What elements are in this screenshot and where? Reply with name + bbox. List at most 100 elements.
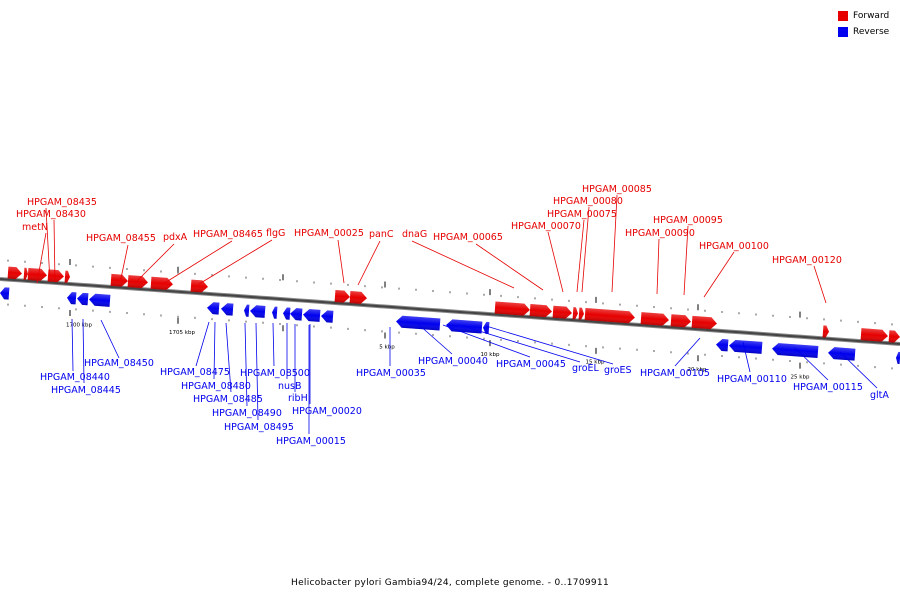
forward-gene-label: HPGAM_00095	[653, 215, 723, 226]
gene-shading	[584, 308, 635, 324]
gene-shading	[221, 303, 234, 316]
legend-forward-label: Forward	[853, 11, 890, 21]
gene-shading	[0, 287, 10, 300]
forward-leader-line	[53, 219, 56, 283]
reverse-gene-label: HPGAM_00105	[640, 368, 710, 379]
scale-label: 20 kbp	[688, 367, 707, 373]
gene-shading	[640, 312, 669, 326]
gene-shading	[23, 267, 28, 280]
gene-shading	[860, 328, 888, 342]
gene-shading	[670, 314, 691, 328]
forward-gene-label: HPGAM_08455	[86, 233, 156, 244]
forward-leader-line	[581, 206, 590, 293]
forward-gene-label: HPGAM_00070	[511, 221, 581, 232]
reverse-gene-label: HPGAM_00045	[496, 359, 566, 370]
forward-gene-label: metN	[22, 222, 48, 233]
forward-leader-line	[45, 207, 51, 283]
legend-reverse-label: Reverse	[853, 27, 890, 37]
forward-leader-line	[134, 243, 175, 284]
reverse-swatch	[838, 27, 848, 37]
reverse-gene-label: HPGAM_08480	[181, 381, 251, 392]
reverse-gene-label: HPGAM_08440	[40, 372, 110, 383]
gene-shading	[77, 292, 89, 306]
gene-shading	[772, 343, 819, 358]
gene-shading	[290, 308, 303, 321]
forward-leader-line	[703, 251, 735, 298]
reverse-leader-line	[839, 351, 878, 389]
gene-shading	[483, 321, 490, 335]
reverse-leader-line	[442, 324, 531, 358]
reverse-leader-line	[255, 322, 259, 421]
reverse-leader-line	[417, 323, 453, 355]
forward-gene-label: panC	[369, 229, 394, 240]
reverse-leader-line	[213, 321, 216, 380]
reverse-leader-line	[485, 325, 614, 365]
forward-gene-label: HPGAM_00080	[553, 196, 623, 207]
forward-leader-line	[475, 243, 544, 291]
gene-shading	[250, 305, 266, 318]
reverse-leader-line	[244, 322, 248, 407]
forward-leader-line	[357, 240, 381, 286]
forward-leader-line	[813, 265, 827, 304]
reverse-leader-line	[195, 321, 210, 367]
forward-leader-line	[611, 194, 618, 293]
scale-label: 10 kbp	[481, 352, 500, 358]
forward-gene-label: HPGAM_00120	[772, 255, 842, 266]
gene-shading	[303, 309, 321, 322]
gene-shading	[64, 270, 70, 283]
gene-shading	[888, 330, 900, 343]
reverse-gene-label: HPGAM_00115	[793, 382, 863, 393]
reverse-gene-label: HPGAM_00020	[292, 406, 362, 417]
gene-shading	[578, 307, 584, 320]
gene-shading	[110, 273, 128, 287]
gene-shading	[272, 306, 278, 319]
reverse-gene-label: HPGAM_08450	[84, 358, 154, 369]
reverse-gene-label: HPGAM_00040	[418, 356, 488, 367]
forward-leader-line	[162, 240, 233, 285]
gene-shading	[494, 301, 530, 316]
forward-gene-label: HPGAM_08430	[16, 209, 86, 220]
legend: Forward Reverse	[838, 9, 889, 41]
gene-shading	[127, 275, 148, 289]
gene-shading	[349, 291, 367, 304]
reverse-leader-line	[71, 318, 74, 372]
gene-shading	[729, 339, 763, 354]
gene-shading	[190, 279, 208, 293]
forward-gene-label: dnaG	[402, 229, 427, 240]
scale-label: 5 kbp	[379, 345, 395, 351]
forward-leader-line	[411, 240, 515, 289]
reverse-gene-label: HPGAM_00035	[356, 368, 426, 379]
gene-shading	[7, 266, 22, 280]
forward-gene-label: HPGAM_00090	[625, 228, 695, 239]
reverse-leader-line	[100, 319, 120, 359]
gene-shading	[150, 276, 173, 290]
reverse-gene-label: groES	[604, 365, 632, 376]
gene-shading	[283, 307, 291, 320]
forward-gene-label: HPGAM_08465	[193, 229, 263, 240]
reverse-leader-line	[82, 318, 85, 384]
scale-label: 15 kbp	[586, 360, 605, 366]
forward-gene-label: pdxA	[163, 232, 188, 243]
gene-shading	[244, 304, 250, 317]
reverse-leader-line	[674, 337, 701, 367]
forward-leader-line	[36, 232, 47, 284]
gene-shading	[529, 304, 552, 318]
forward-leader-line	[547, 231, 564, 293]
forward-leader-line	[576, 219, 585, 293]
legend-reverse: Reverse	[838, 25, 889, 39]
forward-leader-line	[198, 239, 273, 285]
map-caption: Helicobacter pylori Gambia94/24, complet…	[291, 578, 609, 588]
reverse-leader-line	[794, 347, 829, 381]
reverse-leader-line	[225, 322, 232, 393]
gene-shading	[27, 268, 47, 281]
gene-shading	[896, 351, 900, 364]
legend-forward: Forward	[838, 9, 889, 23]
reverse-gene-label: nusB	[278, 381, 302, 392]
reverse-leader-line	[462, 325, 581, 363]
gene-shading	[572, 307, 578, 320]
reverse-leader-line	[272, 322, 275, 367]
forward-gene-label: flgG	[266, 228, 285, 239]
gene-shading	[334, 289, 350, 303]
gene-shading	[822, 325, 829, 338]
